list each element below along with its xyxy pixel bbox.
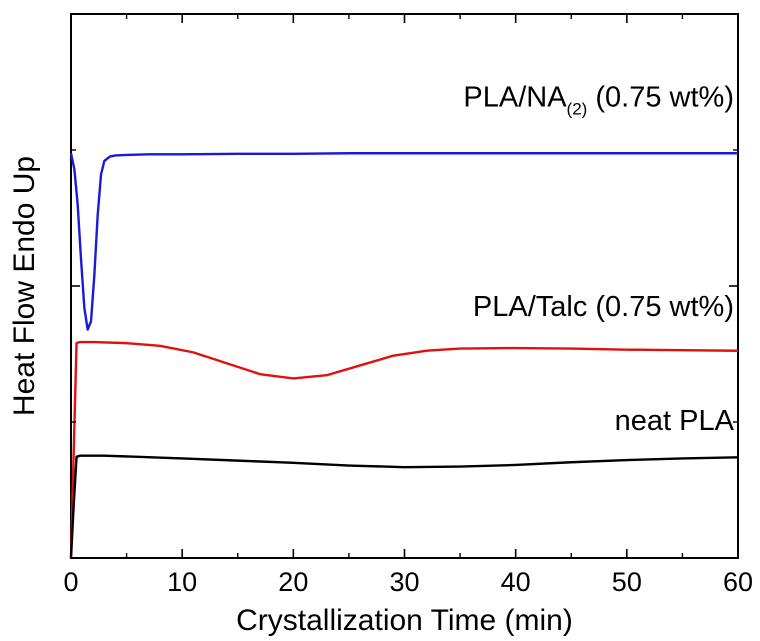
series-label-layer: PLA/NA(2) (0.75 wt%) PLA/Talc (0.75 wt%) n…	[463, 81, 734, 437]
x-axis-title: Crystallization Time (min)	[236, 604, 573, 637]
axes-layer: 0 10 20 30 40 50 60	[63, 13, 753, 597]
y-axis-title: Heat Flow Endo Up	[8, 156, 41, 416]
x-tick-label: 10	[167, 567, 197, 597]
series-label-2: neat PLA	[615, 405, 735, 437]
x-tick-label: 0	[63, 567, 78, 597]
series-label-0: PLA/NA(2) (0.75 wt%)	[463, 81, 734, 118]
series-label-1: PLA/Talc (0.75 wt%)	[473, 291, 734, 323]
x-tick-label: 60	[723, 567, 753, 597]
x-tick-label: 50	[612, 567, 642, 597]
series-line-1	[69, 340, 739, 559]
x-tick-label: 40	[501, 567, 531, 597]
x-tick-label: 30	[389, 567, 419, 597]
series-line-0	[69, 152, 738, 331]
x-tick-label: 20	[278, 567, 308, 597]
series-layer	[69, 152, 739, 559]
series-line-2	[69, 454, 739, 559]
